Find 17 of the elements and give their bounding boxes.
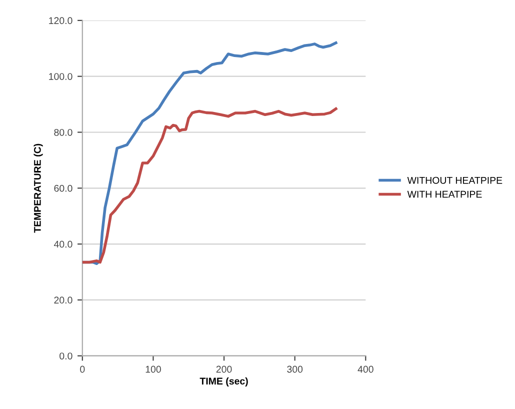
y-axis-title: TEMPERATURE (C) [34, 144, 43, 233]
y-tick-label: 60.0 [54, 184, 72, 192]
legend-label: WITHOUT HEATPIPE [407, 176, 502, 184]
y-tick-label: 40.0 [54, 240, 72, 248]
y-tick-label: 100.0 [49, 73, 72, 80]
x-tick-label: 100 [146, 366, 161, 373]
y-tick-label: 0.0 [60, 352, 72, 360]
line-series [82, 107, 338, 264]
y-tick-label: 120.0 [49, 17, 72, 24]
y-tick-label: 20.0 [54, 296, 72, 304]
x-tick-label: 400 [358, 366, 374, 373]
x-axis-title: TIME (sec) [200, 377, 248, 386]
x-tick-label: 300 [287, 366, 303, 373]
x-tick-label: 200 [216, 366, 232, 373]
x-tick-label: 0 [80, 366, 85, 373]
y-tick-label: 80.0 [54, 128, 72, 136]
legend-label: WITH HEATPIPE [407, 190, 482, 198]
